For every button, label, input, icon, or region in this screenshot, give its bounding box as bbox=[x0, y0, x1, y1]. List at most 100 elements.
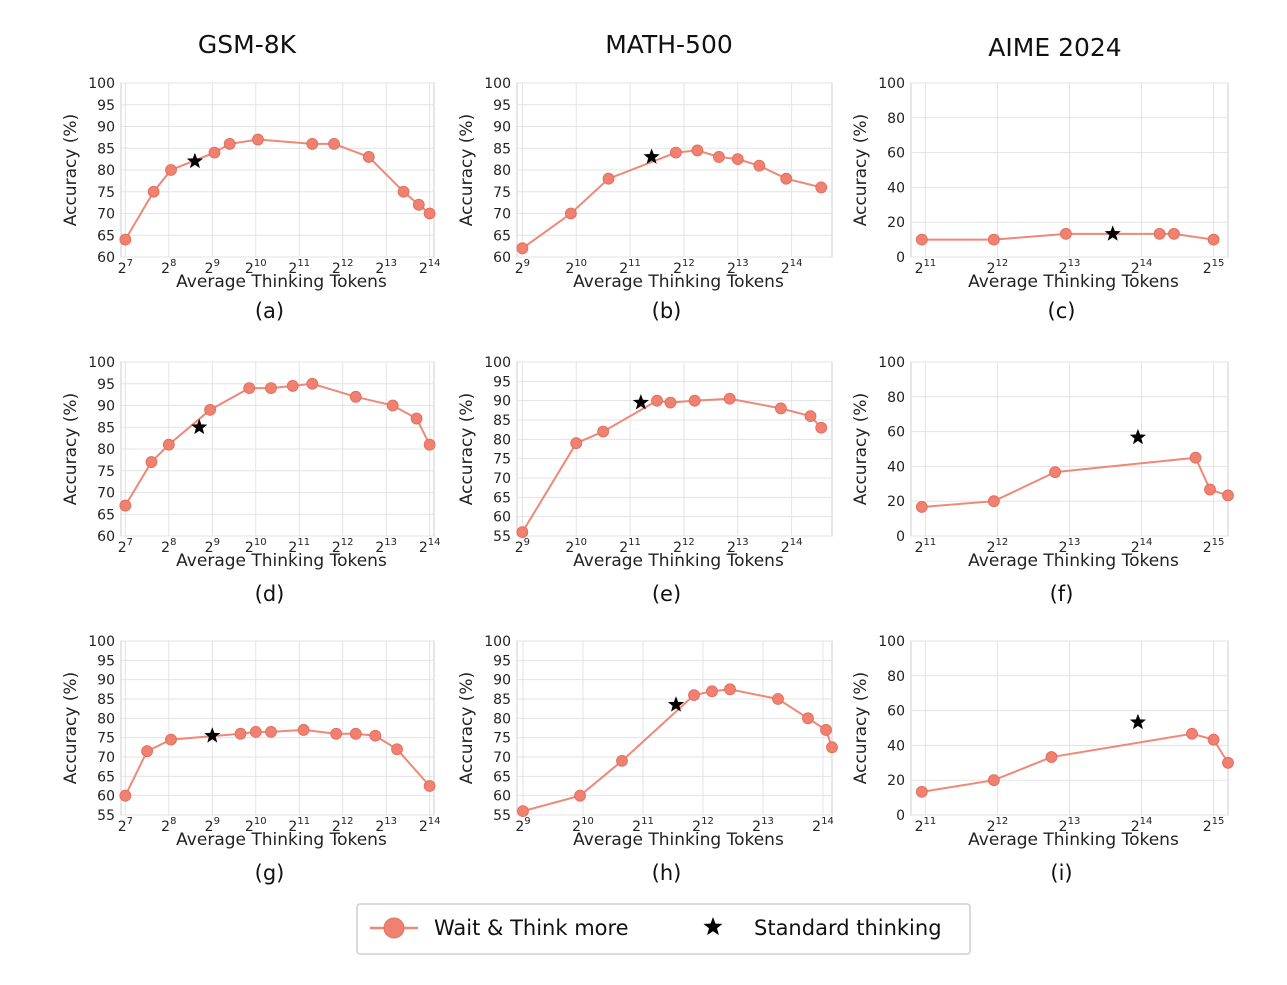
data-point bbox=[688, 394, 701, 407]
x-tick-label: 213 bbox=[1059, 816, 1081, 835]
y-tick-label: 65 bbox=[493, 228, 511, 244]
data-point bbox=[349, 390, 362, 403]
y-tick-label: 85 bbox=[97, 692, 115, 708]
x-axis-label: Average Thinking Tokens bbox=[573, 830, 784, 850]
y-tick-label: 70 bbox=[97, 750, 115, 766]
data-point bbox=[723, 392, 736, 405]
data-point bbox=[252, 133, 264, 146]
x-axis-label: Average Thinking Tokens bbox=[968, 551, 1179, 571]
series-line-wait-think-more bbox=[521, 149, 822, 250]
data-point bbox=[265, 382, 277, 395]
data-point bbox=[423, 207, 436, 220]
data-point bbox=[162, 438, 175, 451]
y-tick-label: 20 bbox=[887, 773, 905, 789]
y-tick-label: 100 bbox=[88, 355, 115, 371]
legend-series-label: Wait & Think more bbox=[434, 916, 629, 940]
column-title-gsm8k: GSM-8K bbox=[198, 30, 297, 59]
data-point bbox=[265, 725, 277, 738]
subplot-caption: (d) bbox=[255, 582, 285, 606]
y-tick-label: 70 bbox=[493, 207, 511, 223]
x-tick-label: 214 bbox=[812, 816, 834, 835]
data-point bbox=[1204, 483, 1216, 496]
subplot-d: 60 65 70 75 80 85 90 95 100 27 28 29 210 211 212 213 214… bbox=[61, 355, 440, 606]
legend-box bbox=[356, 903, 971, 955]
standard-thinking-star bbox=[643, 148, 660, 164]
data-point bbox=[713, 151, 725, 163]
y-axis-label: Accuracy (%) bbox=[61, 672, 81, 784]
x-tick-label: 210 bbox=[565, 537, 587, 556]
subplot-b: 60 65 70 75 80 85 90 95 100 29 210 211 212 213 214Aver… bbox=[457, 76, 833, 323]
data-point bbox=[815, 181, 828, 194]
data-point bbox=[987, 495, 1000, 508]
data-point bbox=[820, 724, 832, 736]
y-tick-label: 95 bbox=[97, 98, 115, 114]
x-tick-label: 212 bbox=[332, 258, 354, 277]
data-point bbox=[145, 456, 158, 468]
subplot-g: 55 60 65 70 75 80 85 90 95 100 27 28 29 210 211 212 213 2… bbox=[61, 634, 440, 885]
x-tick-label: 213 bbox=[727, 258, 749, 277]
x-tick-label: 212 bbox=[987, 537, 1009, 556]
x-tick-label: 213 bbox=[375, 258, 397, 277]
data-point bbox=[688, 689, 700, 702]
y-tick-label: 0 bbox=[896, 529, 905, 545]
data-point bbox=[165, 164, 177, 176]
data-point bbox=[119, 499, 132, 512]
x-tick-label: 211 bbox=[915, 537, 937, 556]
data-point bbox=[570, 437, 583, 450]
data-point bbox=[564, 207, 577, 220]
data-point bbox=[141, 745, 153, 758]
x-tick-label: 28 bbox=[161, 816, 176, 835]
y-tick-label: 60 bbox=[97, 250, 115, 266]
subplot-caption: (f) bbox=[1050, 582, 1074, 606]
x-axis-label: Average Thinking Tokens bbox=[968, 272, 1179, 292]
data-point bbox=[706, 685, 718, 698]
x-tick-label: 212 bbox=[673, 258, 695, 277]
y-tick-label: 80 bbox=[493, 432, 511, 448]
data-point bbox=[1222, 756, 1234, 769]
y-tick-label: 75 bbox=[97, 185, 115, 201]
legend-series-marker bbox=[383, 917, 405, 939]
data-point bbox=[1207, 733, 1220, 746]
y-tick-label: 85 bbox=[493, 692, 511, 708]
x-tick-label: 212 bbox=[332, 816, 354, 835]
data-point bbox=[306, 137, 319, 150]
data-point bbox=[234, 727, 247, 740]
data-point bbox=[516, 242, 529, 255]
x-tick-label: 29 bbox=[205, 258, 220, 277]
x-tick-label: 214 bbox=[419, 537, 441, 556]
y-tick-label: 65 bbox=[97, 228, 115, 244]
y-tick-label: 60 bbox=[493, 510, 511, 526]
x-axis-label: Average Thinking Tokens bbox=[968, 830, 1179, 850]
standard-thinking-star bbox=[667, 696, 685, 712]
y-tick-label: 75 bbox=[97, 464, 115, 480]
y-tick-label: 20 bbox=[887, 215, 905, 231]
y-axis-label: Accuracy (%) bbox=[457, 114, 477, 226]
data-point bbox=[119, 789, 132, 802]
data-point bbox=[410, 412, 423, 425]
x-tick-label: 27 bbox=[118, 816, 133, 835]
data-point bbox=[1168, 227, 1180, 240]
x-tick-label: 215 bbox=[1203, 816, 1225, 835]
x-tick-label: 212 bbox=[987, 258, 1009, 277]
x-tick-label: 27 bbox=[118, 258, 133, 277]
data-point bbox=[616, 754, 628, 767]
y-tick-label: 80 bbox=[493, 711, 511, 727]
x-tick-label: 28 bbox=[161, 537, 176, 556]
x-tick-label: 28 bbox=[161, 258, 176, 277]
y-tick-label: 65 bbox=[493, 490, 511, 506]
data-point bbox=[328, 137, 340, 150]
series-line-wait-think-more bbox=[124, 138, 431, 241]
x-tick-label: 212 bbox=[692, 816, 714, 835]
data-point bbox=[1207, 233, 1220, 246]
subplot-f: 0 20 40 60 80 100 211 212 213 214 215 Average Think… bbox=[851, 355, 1234, 606]
x-tick-label: 210 bbox=[572, 816, 594, 835]
y-tick-label: 95 bbox=[493, 98, 511, 114]
data-point bbox=[774, 402, 787, 415]
y-tick-label: 80 bbox=[97, 163, 115, 179]
data-point bbox=[915, 785, 928, 798]
standard-thinking-star bbox=[1104, 225, 1121, 241]
y-tick-label: 80 bbox=[887, 669, 905, 685]
subplot-c: 0 20 40 60 80 100 211 212 213 214 215 Average Think… bbox=[851, 76, 1229, 323]
data-point bbox=[602, 172, 615, 185]
x-tick-label: 210 bbox=[245, 816, 267, 835]
